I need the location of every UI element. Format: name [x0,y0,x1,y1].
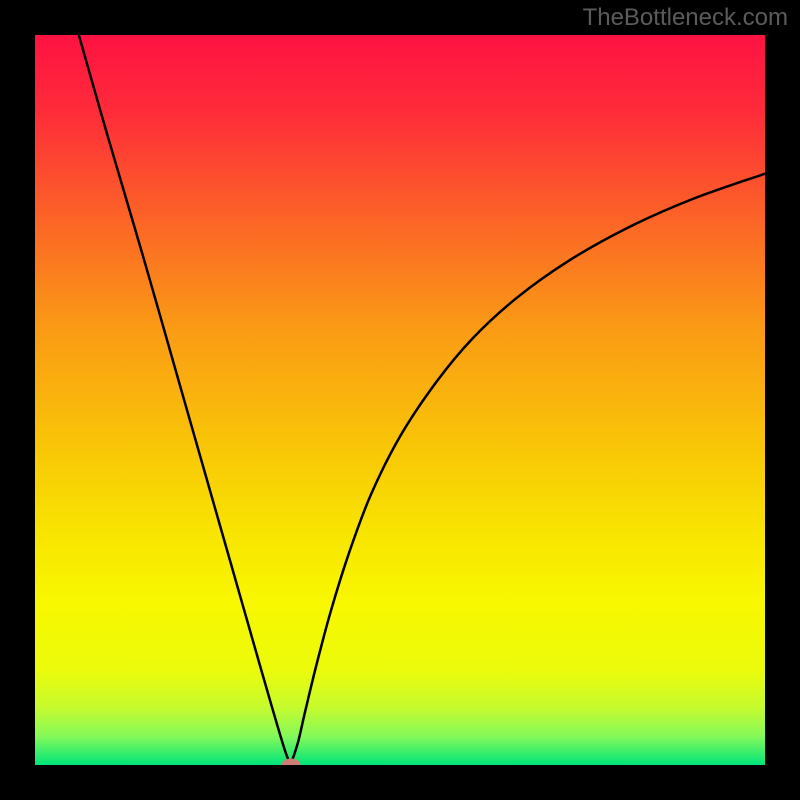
watermark-text: TheBottleneck.com [583,4,788,32]
curve-left-branch [79,35,291,765]
frame-border-left [0,0,35,800]
frame-border-right [765,0,800,800]
bottleneck-curve [35,35,765,765]
plot-area [35,35,765,765]
curve-right-branch [291,174,766,765]
chart-frame: TheBottleneck.com [0,0,800,800]
frame-border-bottom [0,765,800,800]
valley-marker [281,759,300,766]
